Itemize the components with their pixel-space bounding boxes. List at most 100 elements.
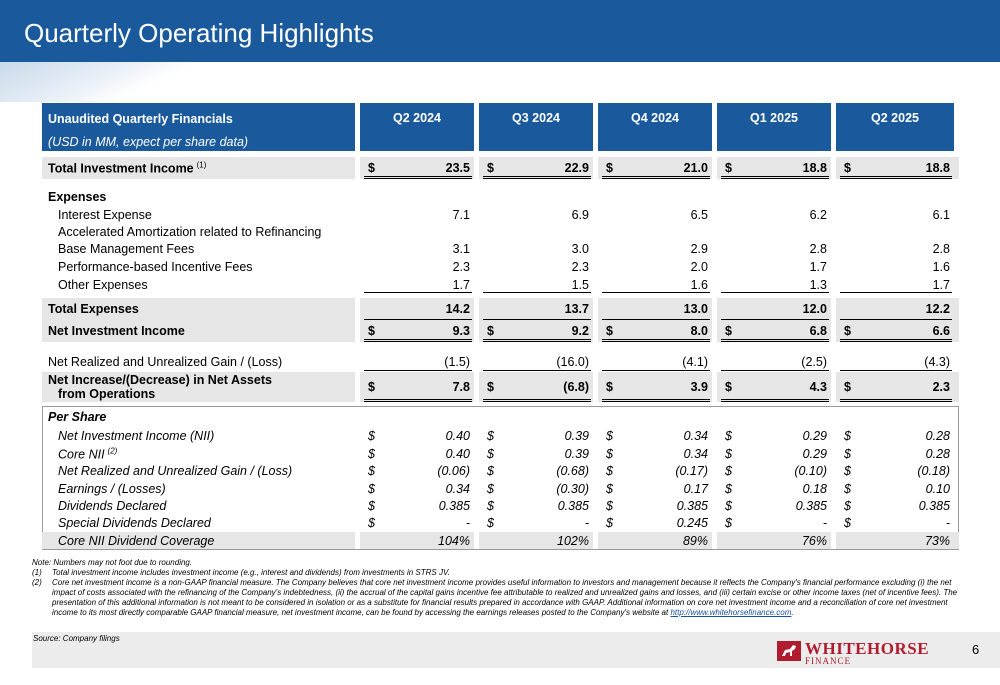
per-share-box bbox=[42, 406, 959, 550]
row-label-text: Earnings / (Losses) bbox=[58, 481, 166, 496]
underline bbox=[721, 319, 829, 320]
currency-symbol: $ bbox=[487, 498, 494, 513]
footnote-2-text: Core net investment income is a non-GAAP… bbox=[52, 578, 958, 617]
value-cell: 76% bbox=[801, 533, 827, 548]
column-gutter bbox=[712, 320, 717, 342]
column-gutter bbox=[593, 372, 598, 402]
value-cell: 1.7 bbox=[932, 277, 950, 292]
currency-symbol: $ bbox=[844, 428, 851, 443]
expenses-label: Expenses bbox=[48, 190, 107, 204]
value-cell: 7.8 bbox=[452, 380, 470, 394]
row-label-text: Net Realized and Unrealized Gain / (Loss… bbox=[58, 463, 293, 478]
underline bbox=[483, 370, 591, 371]
accelerated-amortization-row: Accelerated Amortization related to Refi… bbox=[42, 223, 959, 240]
currency-symbol: $ bbox=[368, 428, 375, 443]
performance-fees-row: Performance-based Incentive Fees 2.3 2.3 2.… bbox=[42, 258, 959, 275]
source-note: Source: Company filings bbox=[33, 634, 120, 643]
net-increase-row: Net Increase/(Decrease) in Net Assets fro… bbox=[42, 372, 959, 402]
value-cell: (1.5) bbox=[444, 354, 470, 369]
value-cell: (0.18) bbox=[917, 463, 950, 478]
header-decoration bbox=[0, 62, 200, 102]
currency-symbol: $ bbox=[844, 515, 851, 530]
currency-symbol: $ bbox=[487, 515, 494, 530]
company-website-link[interactable]: http://www.whitehorsefinance.com bbox=[670, 608, 792, 617]
currency-symbol: $ bbox=[606, 481, 613, 496]
row-label-text: Net Realized and Unrealized Gain / (Loss… bbox=[48, 354, 283, 369]
value-cell: 13.7 bbox=[564, 302, 589, 316]
currency-symbol: $ bbox=[487, 161, 494, 175]
value-cell: 1.7 bbox=[809, 259, 827, 274]
logo-subtitle: FINANCE bbox=[805, 656, 852, 666]
company-logo: WHITEHORSE FINANCE bbox=[777, 639, 947, 666]
underline bbox=[483, 176, 591, 179]
value-cell: 0.385 bbox=[676, 498, 708, 513]
column-gutter bbox=[712, 532, 717, 549]
value-cell: 6.6 bbox=[932, 324, 950, 338]
value-cell: 1.6 bbox=[690, 277, 708, 292]
column-gutter bbox=[712, 298, 717, 320]
row-label: Core NII Dividend Coverage bbox=[58, 534, 214, 548]
currency-symbol: $ bbox=[844, 161, 851, 175]
underline bbox=[721, 292, 829, 293]
value-cell: 9.3 bbox=[452, 324, 470, 338]
currency-symbol: $ bbox=[725, 428, 732, 443]
value-cell: (2.5) bbox=[801, 354, 827, 369]
footer-band bbox=[32, 632, 1000, 668]
footnote-2-end: . bbox=[791, 608, 794, 617]
row-label: Performance-based Incentive Fees bbox=[58, 260, 253, 274]
underline bbox=[721, 176, 829, 179]
footnote-marker: (1) bbox=[196, 160, 207, 170]
currency-symbol: $ bbox=[725, 463, 732, 478]
ps-dividends-row: Dividends Declared $0.385 $0.385 $0.385 $0.3… bbox=[42, 497, 959, 514]
currency-symbol: $ bbox=[368, 161, 375, 175]
row-label: Other Expenses bbox=[58, 278, 148, 292]
currency-symbol: $ bbox=[844, 463, 851, 478]
value-cell: 2.0 bbox=[690, 259, 708, 274]
row-label-text: Performance-based Incentive Fees bbox=[58, 259, 253, 274]
column-gutter bbox=[474, 532, 479, 549]
underline bbox=[364, 176, 472, 179]
column-gutter bbox=[355, 298, 360, 320]
value-cell: 2.3 bbox=[452, 259, 470, 274]
underline bbox=[840, 370, 952, 371]
column-gutter bbox=[355, 157, 360, 179]
underline bbox=[602, 399, 710, 402]
underline bbox=[602, 292, 710, 293]
value-cell: 9.2 bbox=[571, 324, 589, 338]
value-cell: 0.28 bbox=[925, 428, 950, 443]
row-label: Total Expenses bbox=[48, 302, 139, 316]
value-cell: 0.29 bbox=[802, 446, 827, 461]
ps-core-nii-row: Core NII (2) $0.40 $0.39 $0.34 $0.29 $0.28 bbox=[42, 445, 959, 462]
value-cell: 8.0 bbox=[690, 324, 708, 338]
currency-symbol: $ bbox=[368, 446, 375, 461]
underline bbox=[721, 339, 829, 342]
value-cell: 6.2 bbox=[809, 207, 827, 222]
horse-icon bbox=[777, 641, 801, 661]
row-label-text: Net Investment Income (NII) bbox=[58, 428, 215, 443]
value-cell: (0.68) bbox=[556, 463, 589, 478]
column-gutter bbox=[355, 532, 360, 549]
value-cell: 0.29 bbox=[802, 428, 827, 443]
quarter-header: Q4 2024 bbox=[598, 103, 712, 151]
currency-symbol: $ bbox=[606, 498, 613, 513]
column-gutter bbox=[831, 372, 836, 402]
footnote-marker: (2) bbox=[107, 445, 118, 455]
underline bbox=[840, 292, 952, 293]
value-cell: 1.7 bbox=[452, 277, 470, 292]
currency-symbol: $ bbox=[725, 380, 732, 394]
column-gutter bbox=[474, 372, 479, 402]
currency-symbol: $ bbox=[368, 515, 375, 530]
underline bbox=[483, 399, 591, 402]
row-label: Total Investment Income (1) bbox=[48, 160, 206, 175]
row-label: Earnings / (Losses) bbox=[58, 482, 166, 496]
underline bbox=[721, 370, 829, 371]
quarter-header: Q2 2025 bbox=[836, 103, 954, 151]
value-cell: 18.8 bbox=[802, 161, 827, 175]
value-cell: 0.34 bbox=[683, 428, 708, 443]
underline bbox=[483, 339, 591, 342]
value-cell: 3.9 bbox=[690, 380, 708, 394]
value-cell: 4.3 bbox=[809, 380, 827, 394]
value-cell: (4.3) bbox=[924, 354, 950, 369]
table-header-subtitle: (USD in MM, expect per share data) bbox=[48, 135, 249, 149]
total-expenses-row: Total Expenses 14.2 13.7 13.0 12.0 12.2 bbox=[42, 298, 959, 320]
